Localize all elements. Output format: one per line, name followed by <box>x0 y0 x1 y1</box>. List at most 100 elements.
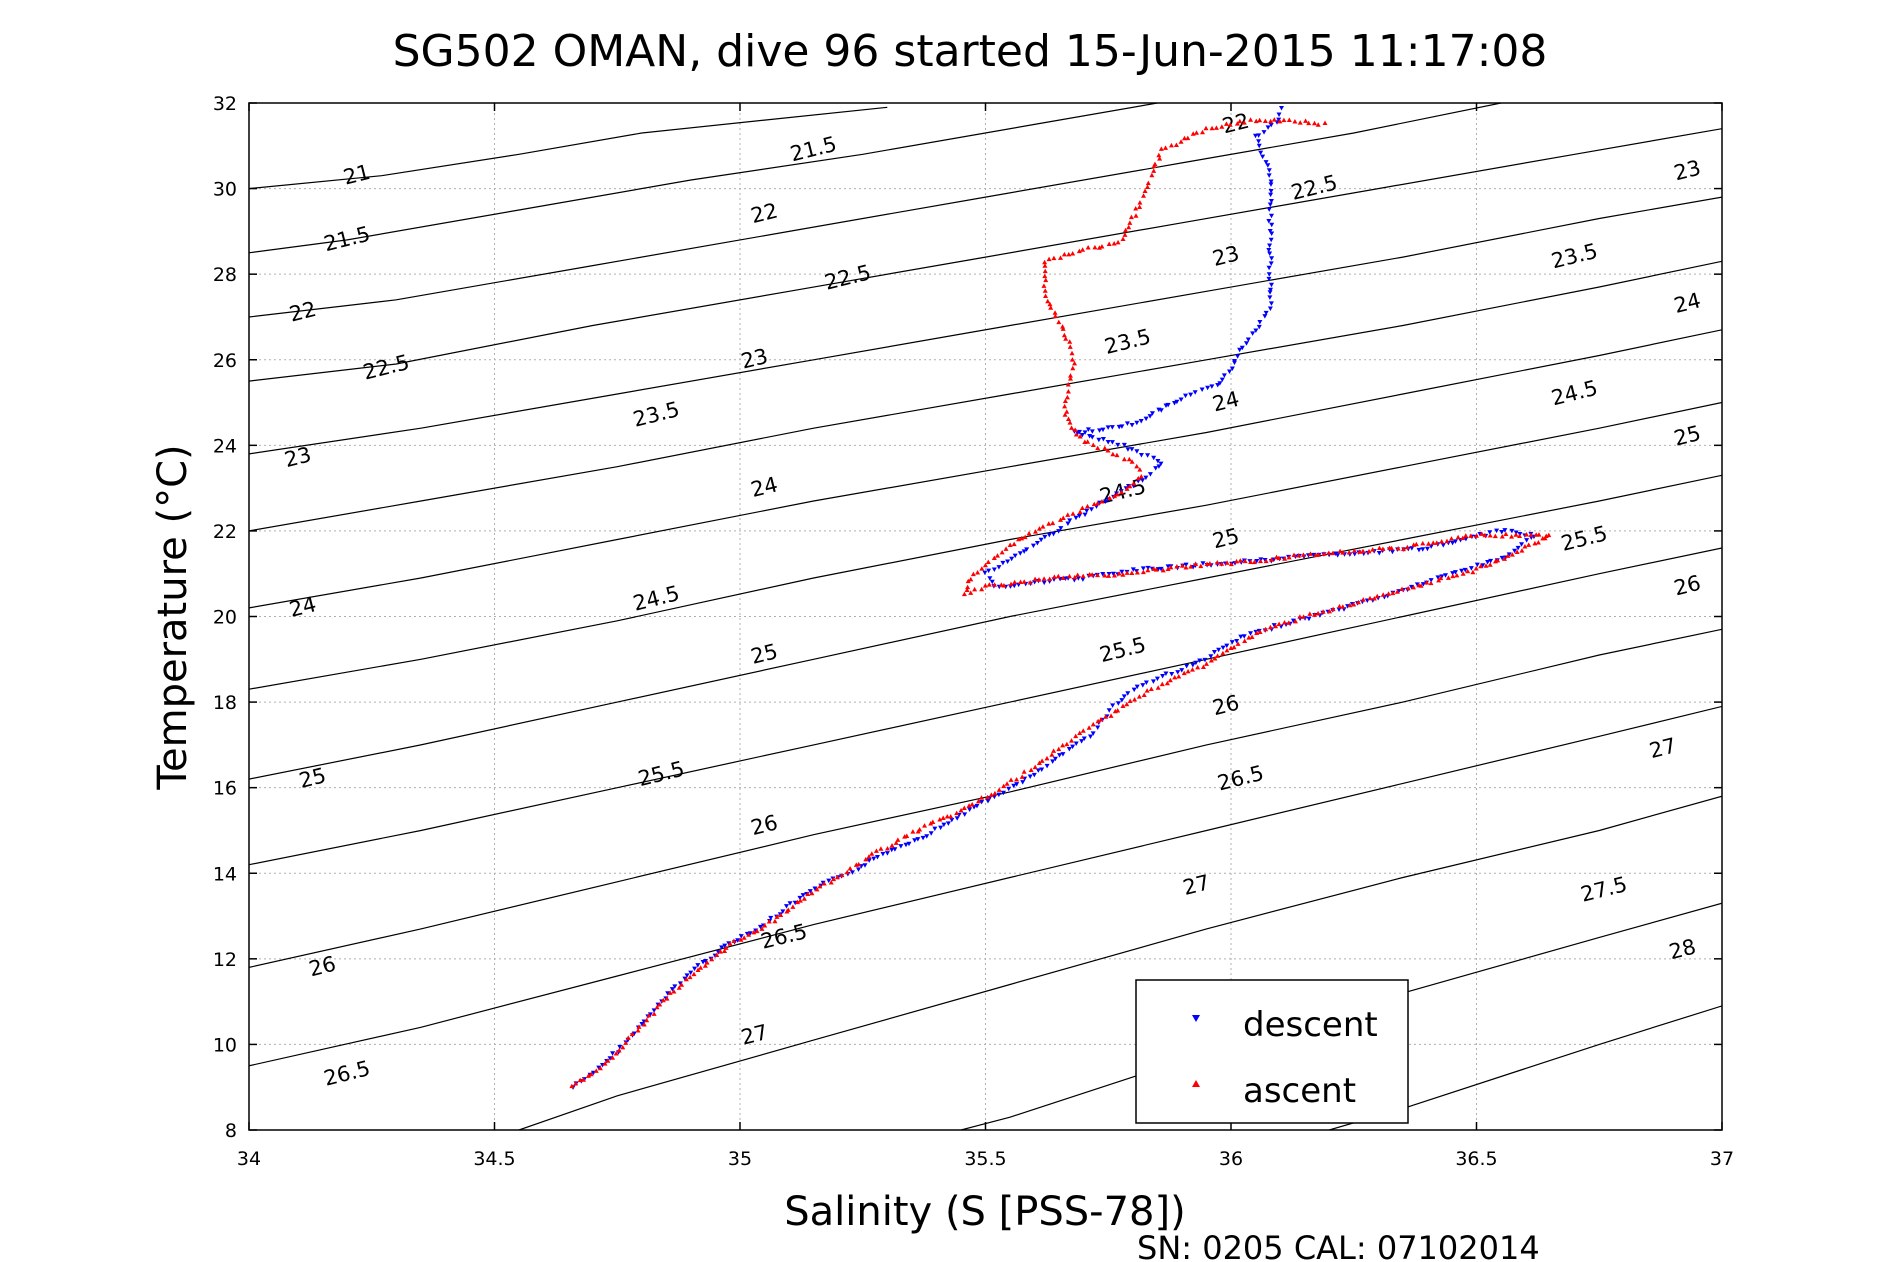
descent-point <box>1333 551 1339 556</box>
ascent-point <box>1027 580 1033 585</box>
descent-point <box>1105 440 1111 445</box>
descent-point <box>915 837 921 842</box>
descent-point <box>1211 649 1217 655</box>
ascent-point <box>731 938 737 944</box>
descent-point <box>1267 295 1273 300</box>
ascent-point <box>1131 480 1137 486</box>
descent-point <box>1440 543 1446 548</box>
ascent-point <box>772 918 778 924</box>
ascent-point <box>1203 125 1209 131</box>
ascent-point <box>1487 562 1493 567</box>
ascent-point <box>1390 590 1396 596</box>
ascent-point <box>1155 685 1161 690</box>
density-contours <box>249 103 1722 1130</box>
ascent-point <box>1188 564 1194 569</box>
descent-point <box>1009 556 1015 562</box>
ascent-point <box>644 1017 650 1023</box>
ascent-point <box>1269 557 1275 562</box>
ascent-point <box>1102 445 1108 451</box>
ascent-point <box>954 810 960 816</box>
descent-point <box>1256 139 1262 144</box>
descent-point <box>1267 290 1273 295</box>
ascent-point <box>1208 657 1214 663</box>
x-tick-label: 34.5 <box>473 1148 515 1170</box>
descent-point <box>889 847 895 853</box>
descent-point <box>1276 112 1282 117</box>
y-tick-label: 16 <box>213 778 237 800</box>
descent-point <box>1067 518 1073 523</box>
descent-point <box>1420 547 1426 552</box>
descent-point <box>1156 464 1162 469</box>
ascent-point <box>1060 742 1066 748</box>
ascent-point <box>904 833 910 839</box>
descent-point <box>949 817 955 823</box>
descent-point <box>1306 616 1312 622</box>
ascent-point <box>1214 559 1220 565</box>
ascent-point <box>972 586 978 592</box>
ascent-point <box>1395 546 1401 551</box>
ascent-point <box>1112 573 1118 578</box>
ascent-point <box>1460 571 1466 576</box>
ascent-point <box>817 883 823 889</box>
ascent-point <box>1479 531 1485 536</box>
ascent-point <box>1114 452 1120 458</box>
ascent-point <box>928 820 934 826</box>
descent-point <box>1263 310 1269 316</box>
ascent-point <box>1426 541 1432 546</box>
descent-point <box>684 973 690 978</box>
ascent-point <box>1095 718 1101 724</box>
ascent-point <box>1172 674 1178 680</box>
ascent-point <box>847 866 853 871</box>
ascent-point <box>1336 603 1342 609</box>
ascent-point <box>1045 298 1051 304</box>
y-tick-label: 24 <box>213 435 237 457</box>
ascent-point <box>1129 570 1135 576</box>
descent-point <box>1106 708 1112 713</box>
ascent-point <box>1455 534 1461 540</box>
ascent-point <box>1128 214 1134 220</box>
ascent-point <box>1138 473 1144 479</box>
ascent-point <box>1120 572 1126 577</box>
ascent-point <box>1115 708 1121 713</box>
descent-point <box>1256 143 1262 149</box>
y-axis-label: Temperature (°C) <box>150 444 196 790</box>
ascent-point <box>1411 542 1417 547</box>
ascent-point <box>620 1044 626 1050</box>
ascent-point <box>975 569 981 575</box>
descent-point <box>1439 574 1445 579</box>
ascent-point <box>1522 544 1528 549</box>
ascent-point <box>795 899 801 905</box>
ascent-point <box>1193 561 1199 566</box>
ascent-point <box>1215 653 1221 658</box>
ascent-point <box>1460 535 1466 541</box>
ascent-point <box>1136 694 1142 699</box>
ascent-point <box>1257 117 1263 123</box>
ascent-point <box>1276 621 1282 627</box>
ascent-point <box>1069 425 1075 430</box>
ascent-point <box>1241 120 1247 125</box>
descent-point <box>1488 558 1494 564</box>
ascent-point <box>1092 244 1098 250</box>
ascent-point <box>1482 532 1488 538</box>
descent-point <box>1248 631 1254 636</box>
descent-point <box>1290 618 1296 624</box>
ascent-point <box>641 1021 647 1027</box>
descent-point <box>1034 540 1040 546</box>
descent-point <box>1192 390 1198 395</box>
descent-point <box>1006 786 1012 792</box>
y-tick-label: 28 <box>213 264 237 286</box>
descent-point <box>906 841 912 847</box>
ascent-point <box>1003 546 1009 551</box>
descent-point <box>1079 432 1085 438</box>
descent-point <box>1145 453 1151 458</box>
ascent-point <box>1182 135 1188 141</box>
ascent-point <box>1307 611 1313 616</box>
descent-point <box>1190 662 1196 668</box>
ascent-point <box>992 790 998 796</box>
descent-point <box>1260 154 1266 160</box>
ascent-point <box>1428 580 1434 586</box>
descent-point <box>1408 584 1414 590</box>
ascent-point <box>1400 546 1406 552</box>
ascent-point <box>1176 673 1182 679</box>
